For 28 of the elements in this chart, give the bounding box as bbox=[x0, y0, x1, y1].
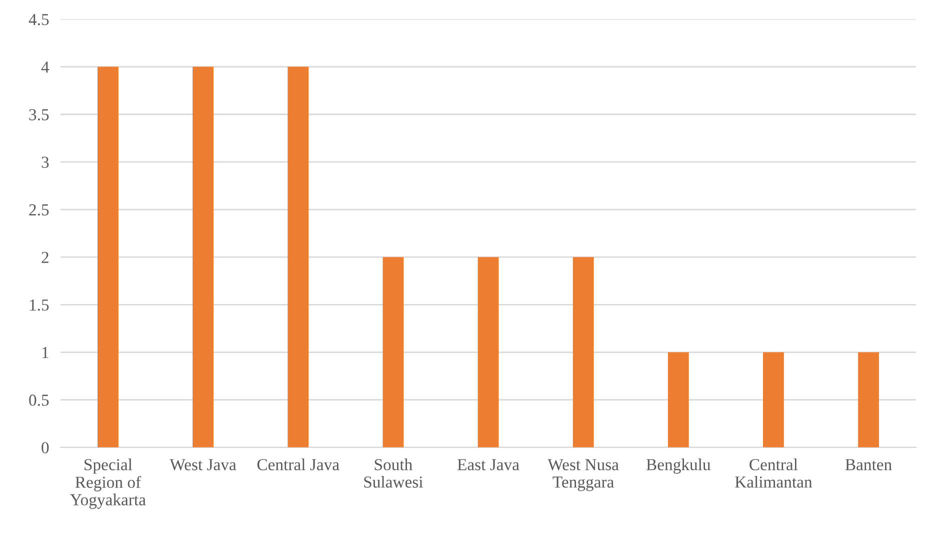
y-tick-label: 4 bbox=[41, 62, 50, 73]
bar bbox=[288, 66, 309, 448]
x-tick-label: West Nusa Tenggara bbox=[548, 459, 619, 492]
x-tick-label: West Java bbox=[170, 459, 236, 470]
bar bbox=[382, 257, 404, 448]
x-tick-label: Central Java bbox=[257, 458, 340, 470]
bar bbox=[668, 352, 689, 448]
bar bbox=[762, 352, 784, 448]
x-tick-label: Special Region of Yogyakarta bbox=[70, 458, 146, 509]
bar bbox=[572, 257, 594, 448]
bar bbox=[858, 352, 879, 448]
x-tick-label: Banten bbox=[845, 459, 892, 470]
bar bbox=[478, 257, 499, 448]
y-tick-label: 1.5 bbox=[30, 299, 49, 311]
y-tick-label: 3 bbox=[42, 156, 49, 168]
y-tick-label: 2.5 bbox=[29, 204, 49, 216]
x-tick-label: Central Kalimantan bbox=[735, 458, 812, 488]
y-tick-label: 1 bbox=[42, 347, 48, 358]
y-tick-label: 2 bbox=[42, 252, 48, 263]
x-tick-label: South Sulawesi bbox=[364, 458, 423, 488]
bar bbox=[192, 66, 214, 448]
y-tick-label: 0.5 bbox=[29, 394, 49, 406]
y-tick-label: 3.5 bbox=[29, 109, 49, 120]
bar bbox=[98, 66, 118, 448]
y-tick-label: 0 bbox=[42, 442, 49, 454]
y-tick-label: 4.5 bbox=[28, 14, 49, 26]
x-tick-label: East Java bbox=[457, 459, 520, 470]
x-tick-label: Bengkulu bbox=[646, 458, 711, 474]
